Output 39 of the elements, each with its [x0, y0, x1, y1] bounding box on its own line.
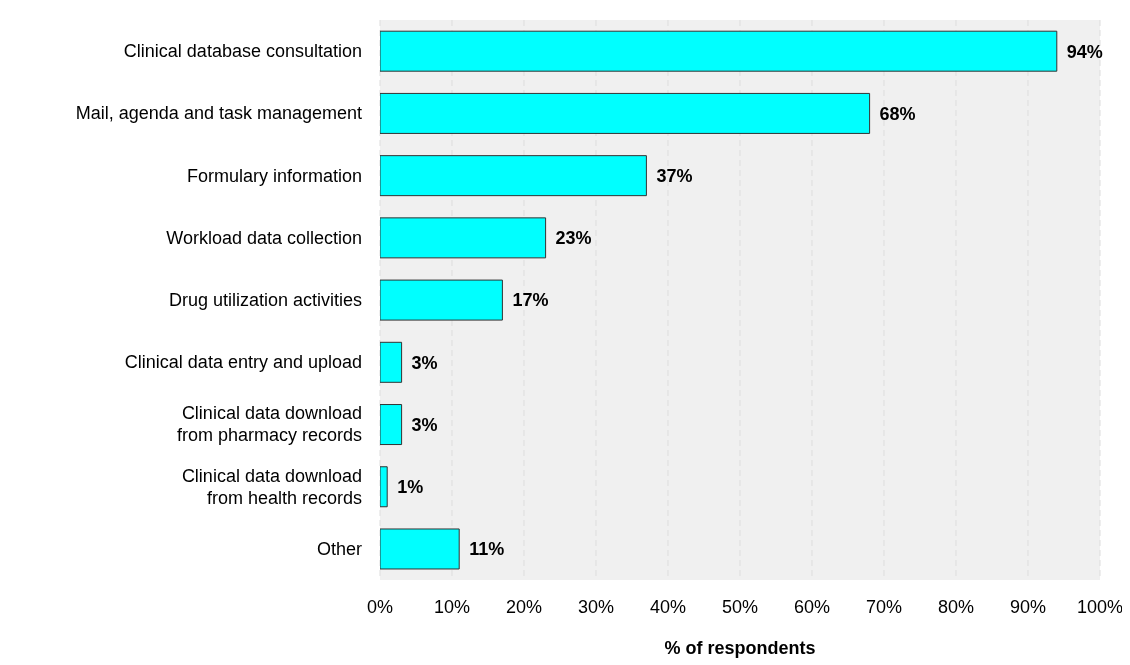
bar: [380, 466, 388, 508]
data-label: 3%: [411, 414, 438, 435]
bar: [380, 279, 503, 321]
x-tick-label: 10%: [433, 596, 471, 617]
bar: [380, 92, 871, 134]
data-label: 37%: [656, 166, 693, 187]
y-tick-label: Formulary information: [186, 165, 362, 186]
x-tick-label: 20%: [505, 596, 543, 617]
y-tick-label: Drug utilization activities: [168, 290, 362, 310]
data-label: 11%: [469, 539, 505, 560]
x-tick-label: 60%: [793, 596, 831, 617]
x-tick-label: 30%: [577, 596, 615, 617]
data-label: 94%: [1066, 41, 1103, 62]
y-tick-label: Workload data collection: [166, 227, 362, 248]
x-axis-title: % of respondents: [664, 638, 816, 658]
x-tick-label: 90%: [1009, 596, 1047, 617]
data-label: 1%: [397, 477, 424, 498]
bar: [380, 528, 460, 570]
bar: [380, 217, 547, 259]
y-tick-label: Mail, agenda and task management: [75, 103, 362, 124]
y-tick-label: Clinical data entry and upload: [124, 352, 362, 373]
bar: [380, 341, 403, 383]
x-tick-label: 50%: [721, 596, 759, 617]
data-label: 17%: [512, 290, 549, 311]
data-label: 68%: [879, 103, 916, 124]
x-tick-label: 70%: [865, 596, 903, 617]
y-tick-label: Clinical data download from pharmacy records: [176, 403, 362, 446]
bar: [380, 30, 1058, 72]
bar: [380, 155, 647, 197]
y-tick-label: Clinical database consultation: [123, 41, 362, 62]
x-tick-label: 100%: [1076, 596, 1124, 617]
y-tick-label: Other: [316, 538, 362, 559]
x-tick-label: 40%: [649, 596, 687, 617]
x-tick-label: 0%: [366, 596, 394, 617]
bar: [380, 404, 403, 446]
data-label: 23%: [555, 228, 592, 249]
y-tick-label: Clinical data download from health records: [181, 465, 362, 508]
x-tick-label: 80%: [937, 596, 975, 617]
data-label: 3%: [411, 352, 438, 373]
